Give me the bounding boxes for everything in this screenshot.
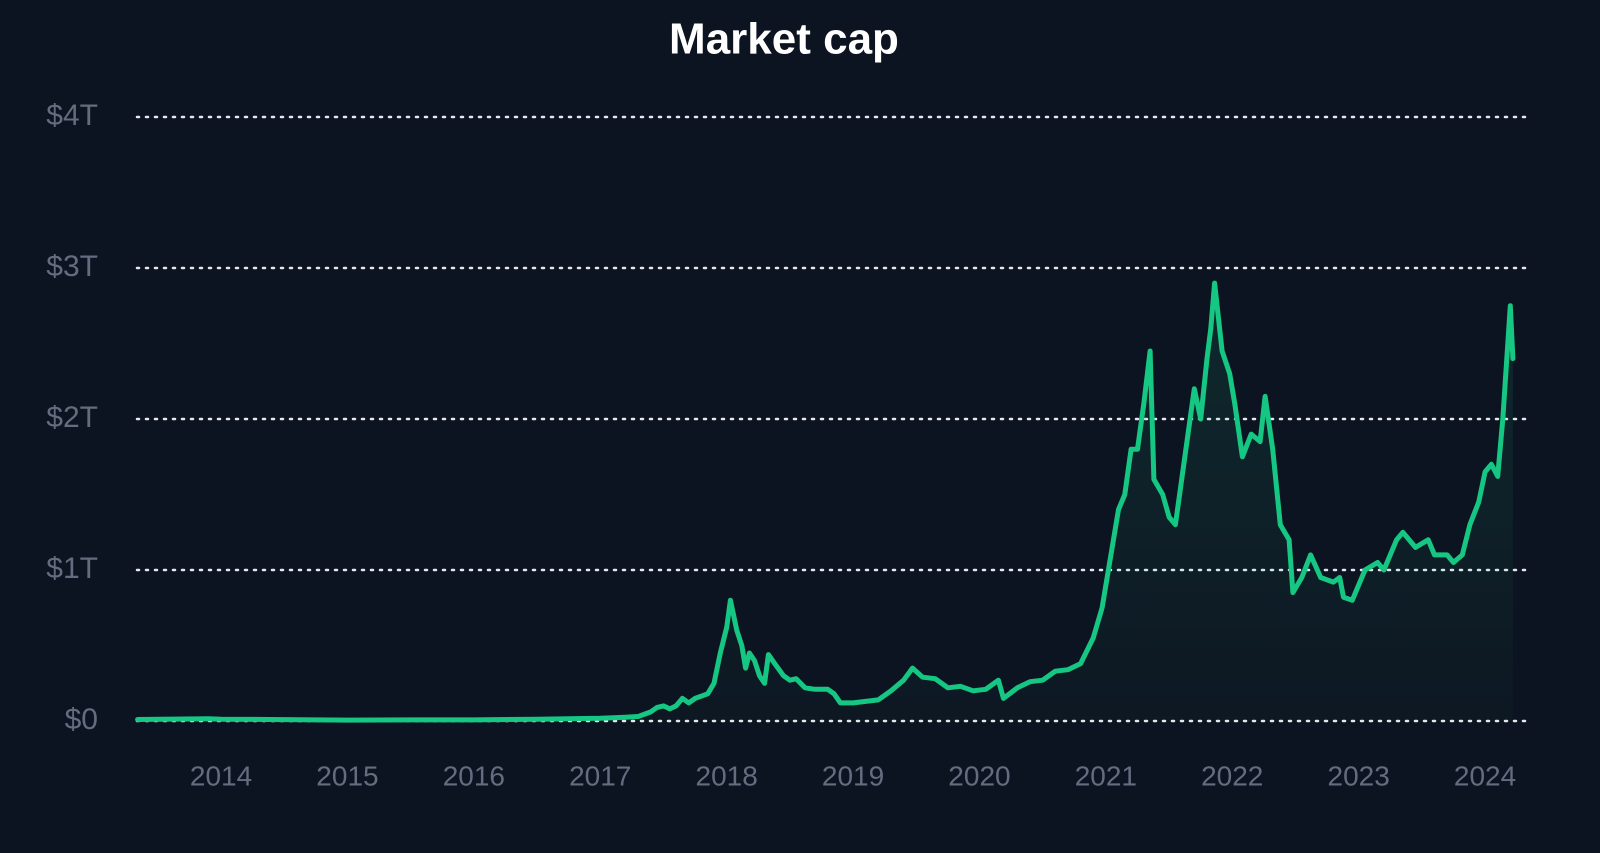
line [135,280,1516,723]
x-tick-label: 2016 [443,760,505,791]
chart-title: Market cap [669,15,899,64]
area [137,283,1513,721]
x-tick-label: 2014 [190,760,252,791]
x-tick-label: 2022 [1201,760,1263,791]
y-tick-label: $2T [46,401,98,434]
x-tick-label: 2020 [948,760,1010,791]
x-tick-label: 2023 [1328,760,1390,791]
y-tick-label: $0 [65,703,98,736]
x-tick-label: 2015 [316,760,378,791]
x-tick-label: 2024 [1454,760,1516,791]
x-tick-label: 2021 [1075,760,1137,791]
x-tick-label: 2018 [696,760,758,791]
x-tick-label: 2017 [569,760,631,791]
x-tick-label: 2019 [822,760,884,791]
y-tick-label: $3T [46,250,98,283]
y-tick-label: $1T [46,552,98,585]
y-tick-label: $4T [46,99,98,132]
